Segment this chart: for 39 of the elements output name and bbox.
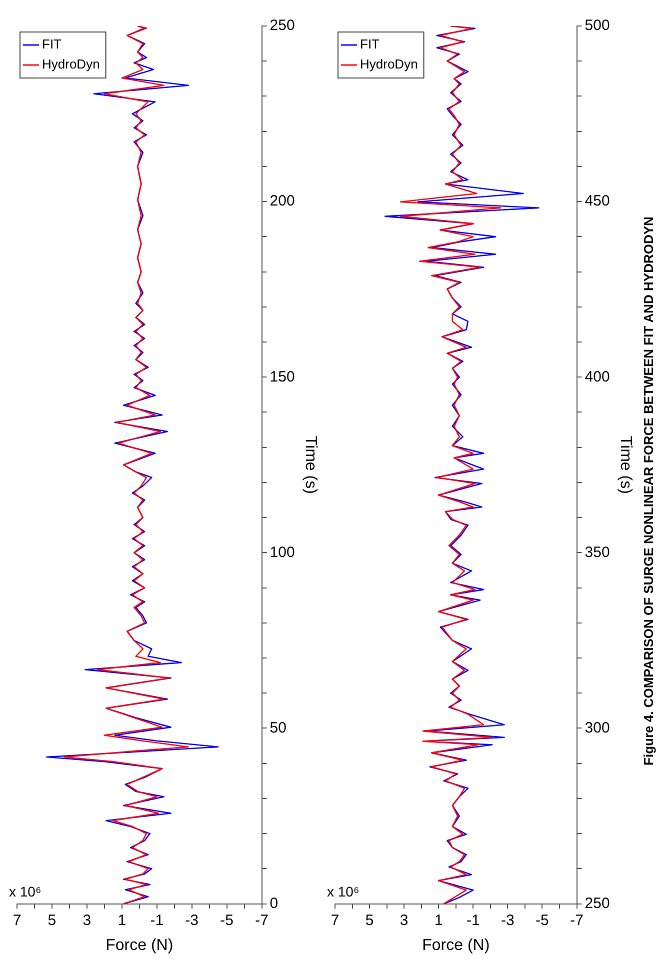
x-tick-label: 7 [330, 912, 340, 929]
x-tick-label: -5 [536, 912, 549, 929]
x-axis-title: Force (N) [106, 936, 174, 954]
x-tick-label: 1 [118, 912, 126, 929]
x-axis-title: Force (N) [422, 936, 490, 954]
y2-tick-label: 300 [584, 719, 610, 736]
x-tick-label: -5 [220, 912, 234, 929]
caption: Figure 4. COMPARISON OF SURGE NONLINEAR FORCE BETWEEN FIT AND HYDRODYN [640, 216, 657, 768]
y2-tick-label: 0 [270, 894, 278, 912]
x-tick-label: -7 [570, 912, 584, 929]
legend-label: FIT [360, 36, 380, 52]
y2-tick-label: 200 [270, 192, 295, 210]
x-tick-label: 3 [400, 912, 408, 929]
y2-tick-label: 250 [584, 894, 610, 912]
y2-axis-title: Time (s) [302, 436, 319, 494]
y2-tick-label: 50 [270, 719, 286, 736]
x-tick-label: 5 [48, 912, 56, 929]
x-tick-label: 5 [365, 912, 374, 929]
y2-tick-label: 350 [584, 544, 610, 561]
x-tick-label: -3 [185, 912, 199, 929]
x-tick-label: -1 [466, 912, 480, 929]
x-tick-label: 1 [434, 912, 443, 929]
y2-axis-title: Time (s) [616, 436, 634, 494]
y2-tick-label: 150 [270, 368, 295, 386]
x-tick-label: -7 [255, 912, 268, 929]
y2-tick-label: 250 [270, 17, 295, 34]
annotation: x 10⁶ [327, 884, 360, 900]
y2-tick-label: 450 [584, 192, 610, 210]
y2-tick-label: 400 [584, 368, 610, 386]
x-tick-label: -1 [150, 912, 164, 929]
x-tick-label: -3 [501, 912, 514, 929]
x-tick-label: 7 [12, 912, 22, 929]
annotation: x 10⁶ [9, 884, 42, 900]
legend-label: HydroDyn [42, 56, 100, 72]
y2-tick-label: 100 [270, 544, 295, 561]
legend-label: FIT [42, 36, 62, 52]
legend-label: HydroDyn [360, 56, 418, 72]
x-tick-label: 3 [82, 912, 92, 929]
y2-tick-label: 500 [584, 17, 610, 34]
